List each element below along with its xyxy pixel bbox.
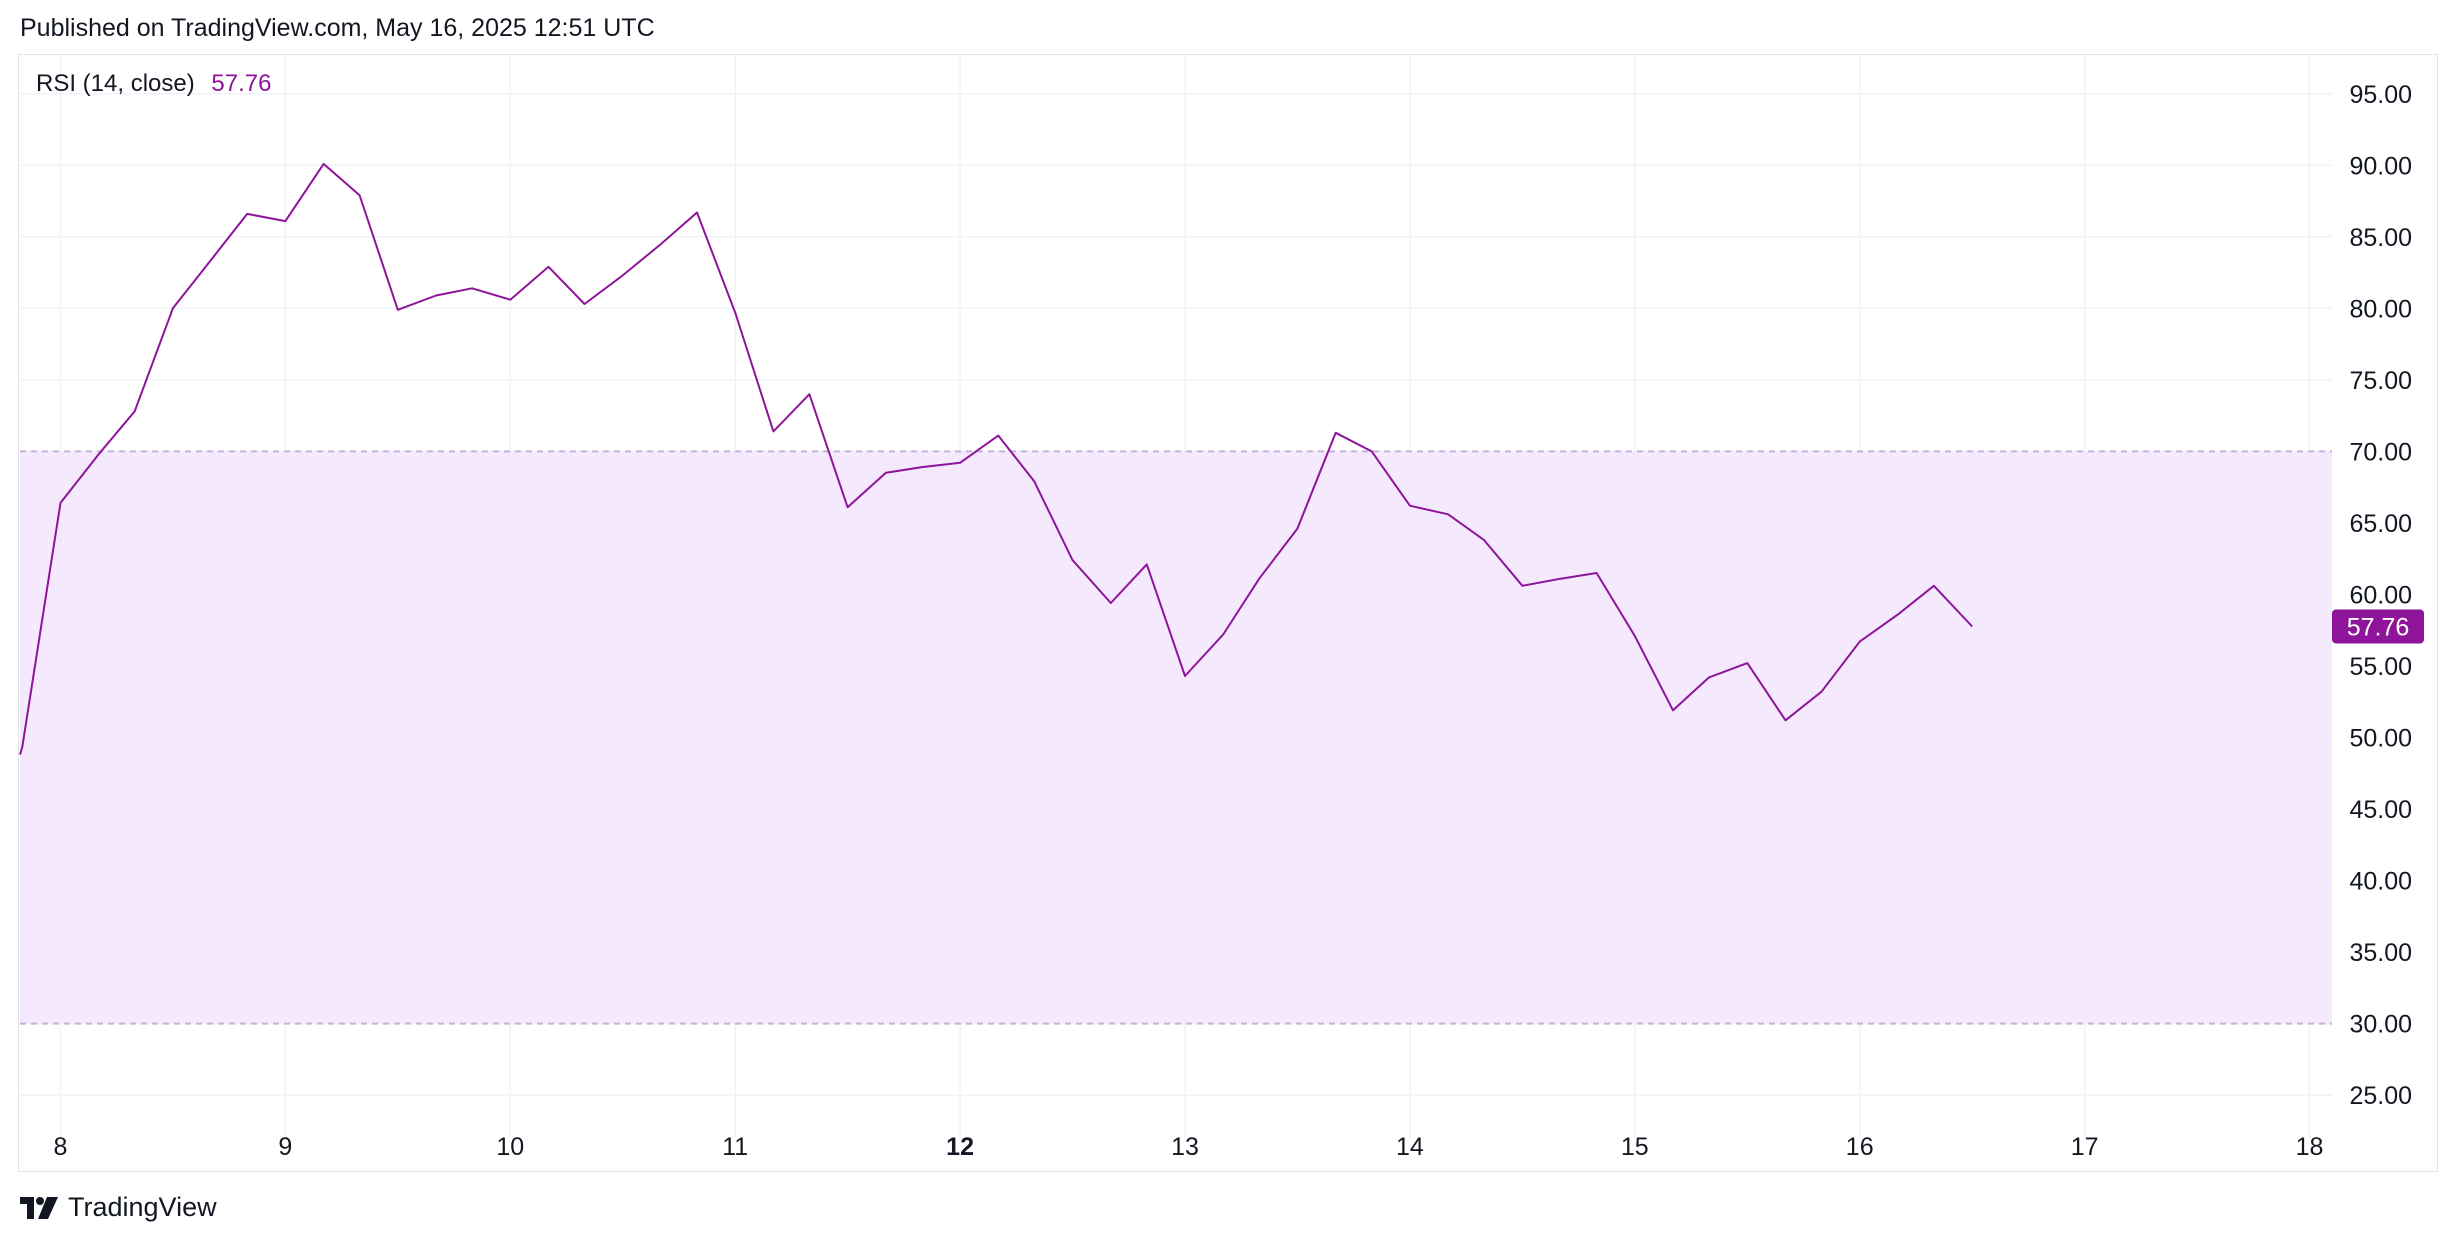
y-tick-label-7: 60.00 <box>2349 581 2412 609</box>
indicator-name: RSI (14, close) <box>36 70 195 97</box>
y-tick-label-5: 50.00 <box>2349 724 2412 752</box>
x-tick-label-5: 13 <box>1171 1133 1199 1161</box>
y-tick-label-8: 65.00 <box>2349 510 2412 538</box>
x-tick-label-7: 15 <box>1621 1133 1649 1161</box>
y-tick-label-11: 80.00 <box>2349 295 2412 323</box>
x-tick-label-9: 17 <box>2071 1133 2099 1161</box>
y-tick-label-6: 55.00 <box>2349 653 2412 681</box>
indicator-legend[interactable]: RSI (14, close) 57.76 <box>36 70 271 98</box>
chart-pane <box>18 54 2438 1172</box>
y-tick-label-3: 40.00 <box>2349 868 2412 896</box>
x-tick-label-6: 14 <box>1396 1133 1424 1161</box>
y-tick-label-4: 45.00 <box>2349 796 2412 824</box>
x-tick-label-3: 11 <box>722 1133 748 1161</box>
y-tick-label-10: 75.00 <box>2349 367 2412 395</box>
time-scale[interactable]: 8 9 10 11 12 13 14 15 16 17 18 <box>54 1133 2324 1161</box>
y-tick-label-14: 95.00 <box>2349 81 2412 109</box>
price-scale[interactable]: 25.00 30.00 35.00 40.00 45.00 50.00 55.00 60.00… <box>2349 81 2412 1110</box>
indicator-value: 57.76 <box>211 70 272 97</box>
y-tick-label-2: 35.00 <box>2349 939 2412 967</box>
last-value-badge: 57.76 <box>2332 609 2424 644</box>
x-tick-label-0: 8 <box>54 1133 68 1161</box>
rsi-series-line <box>19 162 1973 755</box>
x-tick-label-1: 9 <box>278 1133 292 1161</box>
y-tick-label-9: 70.00 <box>2349 438 2412 466</box>
last-value-badge-bg <box>2332 609 2424 644</box>
y-tick-label-13: 90.00 <box>2349 152 2412 180</box>
y-tick-label-0: 25.00 <box>2349 1082 2412 1110</box>
rsi-band-fill <box>20 451 2332 1024</box>
tradingview-logo-text: TradingView <box>68 1192 217 1222</box>
x-tick-label-10: 18 <box>2296 1133 2324 1161</box>
tradingview-logo-icon <box>20 1196 58 1219</box>
last-value-badge-label: 57.76 <box>2347 613 2410 641</box>
x-tick-label-2: 10 <box>496 1133 524 1161</box>
published-caption: Published on TradingView.com, May 16, 20… <box>20 14 655 42</box>
tradingview-logo[interactable]: TradingView <box>20 1192 217 1223</box>
x-tick-label-8: 16 <box>1846 1133 1874 1161</box>
y-tick-label-12: 85.00 <box>2349 224 2412 252</box>
x-tick-label-4: 12 <box>946 1133 974 1161</box>
y-tick-label-1: 30.00 <box>2349 1011 2412 1039</box>
